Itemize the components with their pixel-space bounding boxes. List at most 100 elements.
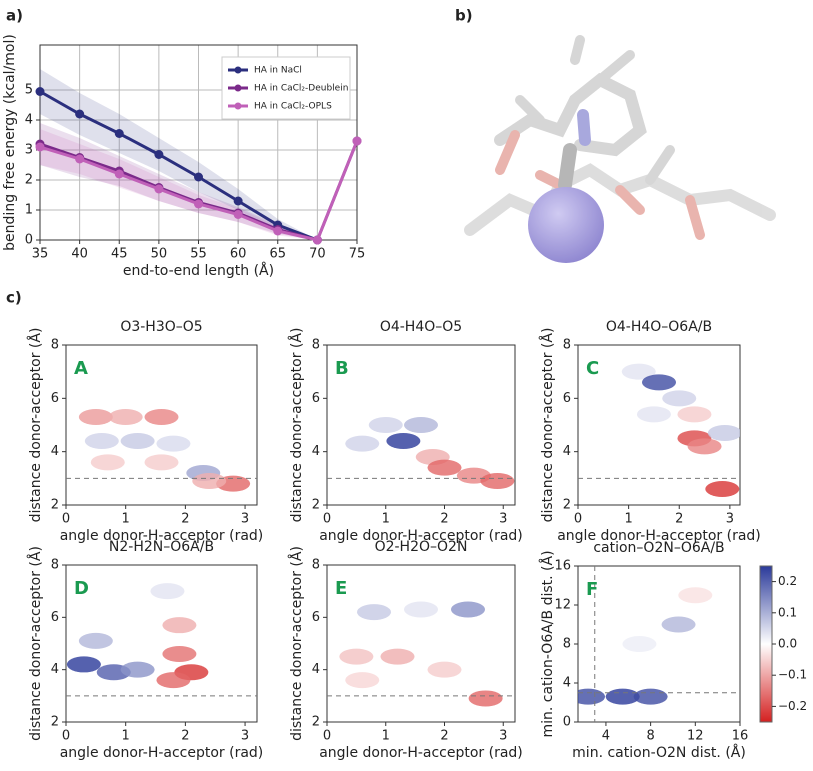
y-tick-label: 8 bbox=[312, 338, 320, 353]
y-tick-label: 8 bbox=[51, 338, 59, 353]
data-point bbox=[35, 142, 45, 152]
y-tick-label: 12 bbox=[554, 598, 571, 613]
density-blob bbox=[345, 672, 380, 689]
x-tick-label: 3 bbox=[499, 512, 507, 527]
density-blob bbox=[368, 417, 403, 433]
density-blob bbox=[404, 601, 438, 618]
y-tick-label: 8 bbox=[563, 338, 571, 353]
data-point bbox=[114, 129, 124, 138]
x-tick-label: 3 bbox=[241, 729, 249, 744]
y-tick-label: 6 bbox=[312, 391, 320, 406]
density-layer bbox=[339, 601, 503, 707]
y-axis-label: distance donor-acceptor (Å) bbox=[288, 546, 305, 741]
x-tick-label: 2 bbox=[181, 512, 189, 527]
error-band bbox=[40, 123, 357, 240]
x-axis-label: angle donor-H-acceptor (rad) bbox=[557, 528, 761, 544]
density-blob bbox=[677, 406, 712, 423]
data-point bbox=[194, 199, 203, 209]
x-tick-label: 55 bbox=[190, 247, 207, 262]
y-axis-label: distance donor-acceptor (Å) bbox=[539, 328, 556, 523]
y-tick-label: 4 bbox=[51, 662, 59, 677]
data-point bbox=[273, 226, 283, 236]
legend-swatch bbox=[234, 84, 242, 92]
molecule-render bbox=[464, 35, 776, 263]
x-tick-label: 3 bbox=[726, 512, 734, 527]
x-tick-label: 4 bbox=[602, 729, 610, 744]
panel-letter: F bbox=[586, 579, 598, 600]
x-axis-label: angle donor-H-acceptor (rad) bbox=[319, 745, 523, 761]
density-blob bbox=[84, 433, 119, 449]
data-point bbox=[194, 172, 203, 182]
x-tick-label: 1 bbox=[382, 729, 390, 744]
panel-title: O4-H4O–O6A/B bbox=[606, 319, 712, 335]
density-blob bbox=[357, 604, 391, 621]
data-point bbox=[312, 235, 322, 245]
density-layer bbox=[78, 409, 251, 492]
colorbar-tick-label: 0.0 bbox=[778, 637, 797, 651]
density-blob bbox=[427, 459, 462, 476]
density-blob bbox=[162, 645, 197, 662]
colorbar bbox=[759, 565, 773, 723]
density-blob bbox=[156, 435, 191, 452]
x-tick-label: 70 bbox=[309, 247, 326, 262]
y-tick-label: 2 bbox=[51, 498, 59, 513]
data-point bbox=[35, 87, 45, 96]
y-tick-label: 4 bbox=[25, 113, 33, 128]
density-blob bbox=[678, 587, 713, 604]
plot-frame bbox=[326, 344, 516, 506]
density-blob bbox=[636, 406, 671, 423]
x-tick-label: 2 bbox=[440, 512, 448, 527]
y-tick-label: 6 bbox=[312, 610, 320, 625]
x-tick-label: 60 bbox=[230, 247, 247, 262]
y-tick-label: 2 bbox=[51, 715, 59, 730]
y-tick-label: 0 bbox=[563, 715, 571, 730]
x-tick-label: 2 bbox=[181, 729, 189, 744]
x-tick-label: 1 bbox=[122, 512, 130, 527]
legend-label: HA in CaCl₂-OPLS bbox=[254, 102, 332, 112]
panel-letter: C bbox=[586, 358, 599, 379]
panel-title: N2-H2N–O6A/B bbox=[109, 539, 214, 555]
y-tick-label: 6 bbox=[563, 391, 571, 406]
series-line bbox=[39, 90, 318, 242]
density-blob bbox=[156, 672, 191, 689]
density-blob bbox=[468, 690, 503, 707]
density-layer bbox=[345, 417, 515, 489]
y-tick-label: 5 bbox=[25, 83, 33, 98]
density-blob bbox=[66, 656, 101, 673]
x-tick-label: 2 bbox=[440, 729, 448, 744]
density-blob bbox=[661, 616, 696, 633]
x-tick-label: 35 bbox=[32, 247, 49, 262]
x-axis-label: angle donor-H-acceptor (rad) bbox=[319, 528, 523, 544]
y-tick-label: 2 bbox=[312, 498, 320, 513]
y-tick-label: 0 bbox=[25, 233, 33, 248]
density-blob bbox=[78, 632, 113, 649]
data-point bbox=[352, 136, 362, 146]
density-blob bbox=[144, 454, 179, 471]
x-axis-label: angle donor-H-acceptor (rad) bbox=[60, 745, 264, 761]
legend-swatch bbox=[234, 66, 242, 74]
y-tick-label: 8 bbox=[312, 558, 320, 573]
density-blob bbox=[345, 435, 380, 452]
panel-label: a) bbox=[6, 7, 23, 25]
plot-frame bbox=[326, 564, 516, 723]
y-tick-label: 8 bbox=[51, 558, 59, 573]
density-blob bbox=[120, 661, 155, 678]
plot-frame bbox=[577, 565, 741, 723]
x-tick-label: 45 bbox=[111, 247, 128, 262]
x-tick-label: 0 bbox=[62, 729, 70, 744]
density-blob bbox=[90, 454, 125, 471]
x-axis-label: min. cation-O2N dist. (Å) bbox=[572, 744, 746, 761]
x-tick-label: 16 bbox=[732, 729, 749, 744]
panel-title: O2-H2O–O2N bbox=[375, 539, 468, 555]
density-blob bbox=[707, 425, 740, 441]
x-tick-label: 0 bbox=[323, 729, 331, 744]
data-point bbox=[114, 169, 124, 179]
data-point bbox=[75, 154, 85, 164]
density-blob bbox=[578, 688, 606, 705]
x-axis-label: angle donor-H-acceptor (rad) bbox=[60, 528, 264, 544]
y-axis-label: distance donor-acceptor (Å) bbox=[27, 328, 44, 523]
colorbar-tick-label: −0.1 bbox=[778, 668, 807, 682]
data-point bbox=[233, 210, 243, 219]
x-tick-label: 1 bbox=[122, 729, 130, 744]
